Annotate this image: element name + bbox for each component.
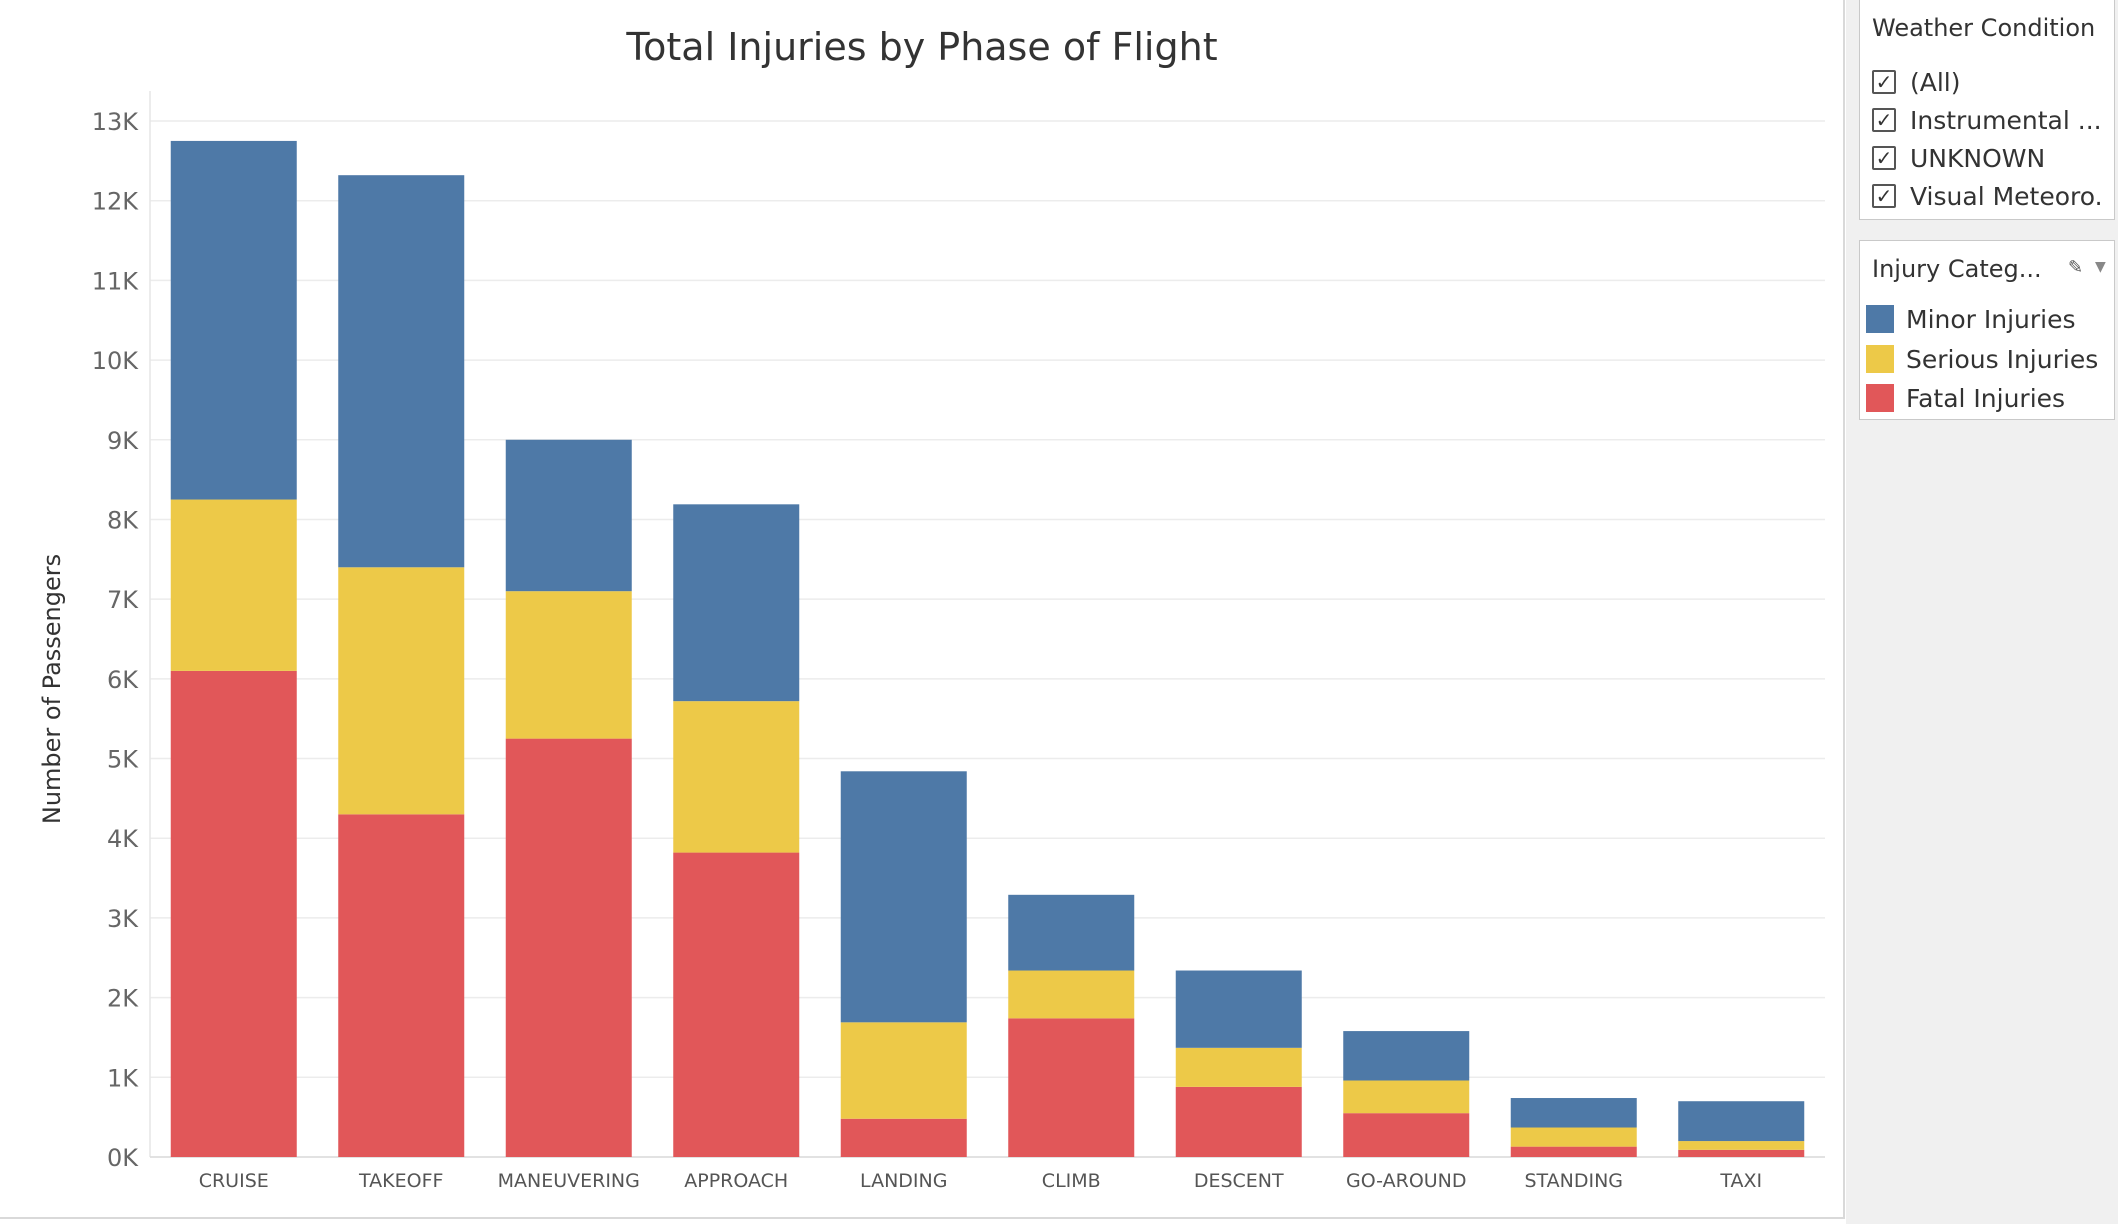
- x-tick-label: LANDING: [860, 1170, 947, 1192]
- bar-segment: [840, 1022, 967, 1119]
- y-tick-label: 8K: [107, 506, 139, 534]
- filter-item-label: (All): [1910, 67, 1961, 97]
- legend-label: Fatal Injuries: [1906, 383, 2066, 413]
- legend-item-minor[interactable]: Minor Injuries: [1866, 301, 2076, 337]
- bar-segment: [1008, 894, 1135, 971]
- bar-segment: [1678, 1141, 1805, 1150]
- y-tick-label: 4K: [107, 825, 139, 853]
- bar-segment: [840, 771, 967, 1023]
- bar-segment: [1678, 1149, 1805, 1157]
- bar-segment: [170, 499, 297, 671]
- checkmark-icon[interactable]: ✓: [1872, 146, 1896, 170]
- filter-item-instrumental[interactable]: ✓ Instrumental ...: [1872, 103, 2102, 137]
- x-tick-label: CLIMB: [1042, 1170, 1101, 1192]
- bar-segment: [505, 591, 632, 739]
- bar-segment: [1343, 1113, 1470, 1157]
- legend-label: Serious Injuries: [1906, 344, 2099, 374]
- legend-label: Minor Injuries: [1906, 304, 2076, 334]
- weather-filter-card: Weather Condition ✓ (All) ✓ Instrumental…: [1859, 0, 2115, 220]
- y-tick-label: 5K: [107, 746, 139, 774]
- chart-view: Total Injuries by Phase of Flight 0K 1K 2K 3…: [0, 0, 1845, 1219]
- filter-item-unknown[interactable]: ✓ UNKNOWN: [1872, 141, 2102, 175]
- legend-swatch: [1866, 305, 1894, 333]
- legend-item-serious[interactable]: Serious Injuries: [1866, 341, 2098, 377]
- x-tick-label: DESCENT: [1194, 1170, 1284, 1192]
- bar-segment: [338, 814, 465, 1157]
- bar-segment: [1008, 970, 1135, 1019]
- bar-segment: [505, 439, 632, 592]
- bar-segment: [1175, 970, 1302, 1048]
- bar-segment: [673, 852, 800, 1157]
- x-tick-label: CRUISE: [199, 1170, 269, 1192]
- bar-segment: [1008, 1018, 1135, 1157]
- y-tick-label: 1K: [107, 1064, 139, 1092]
- bar-segment: [673, 701, 800, 853]
- y-tick-label: 11K: [92, 267, 140, 295]
- bar-segment: [1510, 1146, 1637, 1157]
- y-tick-label: 10K: [92, 347, 140, 375]
- y-tick-label: 6K: [107, 666, 139, 694]
- y-tick-label: 3K: [107, 905, 139, 933]
- bar-segment: [1175, 1047, 1302, 1087]
- x-tick-label: APPROACH: [684, 1170, 788, 1192]
- stacked-bar-chart: Total Injuries by Phase of Flight 0K 1K 2K 3…: [38, 25, 1825, 1192]
- y-tick-label: 9K: [107, 427, 139, 455]
- y-tick-label: 13K: [92, 108, 140, 136]
- bar-segment: [505, 738, 632, 1157]
- bar-segment: [338, 175, 465, 568]
- y-tick-label: 12K: [92, 188, 140, 216]
- legend-swatch: [1866, 384, 1894, 412]
- y-axis-title: Number of Passengers: [38, 554, 66, 824]
- checkmark-icon[interactable]: ✓: [1872, 184, 1896, 208]
- x-tick-label: GO-AROUND: [1346, 1170, 1467, 1192]
- filter-item-visual[interactable]: ✓ Visual Meteoro...: [1872, 179, 2102, 213]
- y-tick-label: 0K: [107, 1144, 139, 1172]
- filter-item-label: UNKNOWN: [1910, 143, 2046, 173]
- bar-segment: [840, 1118, 967, 1157]
- bar-segment: [1343, 1031, 1470, 1081]
- bar-segment: [1510, 1127, 1637, 1147]
- bar-segment: [338, 567, 465, 815]
- bar-segment: [170, 670, 297, 1157]
- checkmark-icon[interactable]: ✓: [1872, 108, 1896, 132]
- chart-title: Total Injuries by Phase of Flight: [625, 25, 1217, 69]
- injury-legend-card: Injury Categ... ✎ ▼ Minor Injuries Serio…: [1859, 240, 2115, 420]
- x-tick-label: MANEUVERING: [498, 1170, 640, 1192]
- sidebar: Weather Condition ✓ (All) ✓ Instrumental…: [1846, 0, 2118, 1224]
- weather-filter-title: Weather Condition: [1872, 14, 2096, 42]
- pencil-icon[interactable]: ✎: [2068, 257, 2084, 278]
- bar-segment: [1175, 1086, 1302, 1157]
- dropdown-arrow-icon[interactable]: ▼: [2095, 259, 2106, 275]
- x-tick-label: TAXI: [1719, 1170, 1762, 1192]
- bar-segment: [673, 504, 800, 702]
- x-tick-label: STANDING: [1524, 1170, 1623, 1192]
- bar-segment: [170, 140, 297, 500]
- bar-segment: [1678, 1101, 1805, 1142]
- legend-swatch: [1866, 345, 1894, 373]
- legend-title: Injury Categ...: [1872, 255, 2042, 283]
- y-tick-label: 7K: [107, 586, 139, 614]
- filter-item-label: Instrumental ...: [1910, 105, 2102, 135]
- legend-item-fatal[interactable]: Fatal Injuries: [1866, 380, 2065, 416]
- filter-item-all[interactable]: ✓ (All): [1872, 65, 2102, 99]
- bar-segment: [1510, 1098, 1637, 1128]
- filter-item-label: Visual Meteoro...: [1910, 181, 2102, 211]
- bar-segment: [1343, 1080, 1470, 1114]
- checkmark-icon[interactable]: ✓: [1872, 70, 1896, 94]
- y-tick-label: 2K: [107, 985, 139, 1013]
- x-tick-label: TAKEOFF: [358, 1170, 443, 1192]
